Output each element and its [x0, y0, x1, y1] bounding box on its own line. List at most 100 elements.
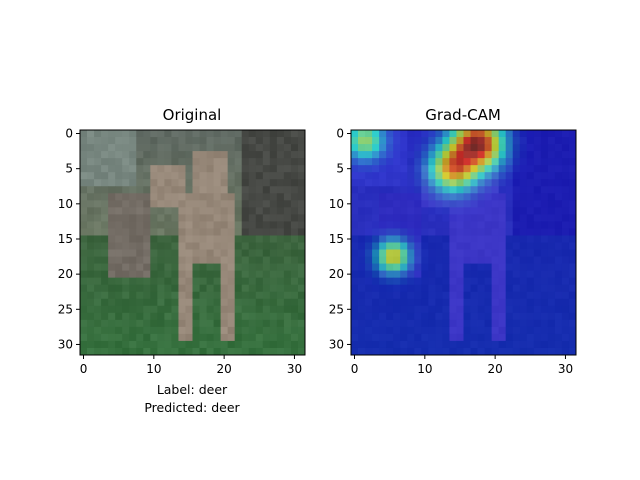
gradcam-pixel — [400, 319, 408, 328]
gradcam-pixel — [498, 151, 507, 159]
original-title: Original — [163, 106, 222, 124]
gradcam-pixel — [379, 347, 387, 356]
gradcam-pixel — [512, 221, 521, 229]
original-pixel — [199, 347, 207, 356]
gradcam-pixel — [554, 340, 563, 349]
original-pixel — [122, 298, 130, 307]
gradcam-pixel — [568, 347, 577, 356]
original-pixel — [150, 312, 158, 321]
original-pixel — [199, 256, 207, 264]
gradcam-pixel — [512, 326, 521, 335]
original-pixel — [269, 242, 278, 250]
original-pixel — [227, 221, 236, 229]
original-pixel — [192, 326, 200, 335]
gradcam-pixel — [393, 326, 401, 335]
original-xtick-label: 0 — [80, 362, 88, 376]
gradcam-pixel — [463, 193, 471, 201]
gradcam-pixel — [547, 186, 556, 194]
original-pixel — [136, 284, 144, 293]
original-pixel — [248, 130, 257, 138]
original-pixel — [248, 137, 257, 145]
gradcam-pixel — [407, 165, 415, 173]
original-pixel — [213, 256, 222, 264]
original-pixel — [248, 172, 257, 180]
gradcam-pixel — [470, 144, 478, 152]
gradcam-pixel — [407, 270, 415, 279]
gradcam-pixel — [540, 263, 549, 272]
gradcam-pixel — [407, 340, 415, 349]
original-pixel — [269, 235, 278, 243]
gradcam-ytick-label: 20 — [329, 267, 344, 281]
gradcam-pixel — [400, 277, 408, 286]
gradcam-pixel — [526, 340, 535, 349]
gradcam-pixel — [442, 151, 450, 159]
original-pixel — [122, 137, 130, 145]
gradcam-pixel — [477, 158, 485, 166]
gradcam-pixel — [435, 326, 443, 335]
gradcam-pixel — [561, 284, 570, 293]
original-pixel — [94, 235, 102, 243]
gradcam-pixel — [386, 256, 394, 264]
original-pixel — [101, 193, 109, 201]
original-pixel — [101, 305, 109, 314]
original-pixel — [248, 319, 257, 328]
original-pixel — [283, 158, 292, 166]
gradcam-pixel — [526, 172, 535, 180]
gradcam-pixel — [414, 347, 422, 356]
gradcam-pixel — [505, 291, 514, 300]
original-pixel — [248, 179, 257, 187]
original-pixel — [80, 200, 88, 208]
original-pixel — [262, 179, 271, 187]
gradcam-pixel — [477, 340, 485, 349]
gradcam-pixel — [547, 326, 556, 335]
original-pixel — [269, 137, 278, 145]
original-pixel — [255, 305, 264, 314]
original-pixel — [290, 200, 299, 208]
original-pixel — [234, 263, 243, 272]
gradcam-pixel — [449, 158, 457, 166]
gradcam-pixel — [491, 256, 500, 264]
original-pixel — [262, 165, 271, 173]
gradcam-pixel — [547, 137, 556, 145]
gradcam-pixel — [512, 319, 521, 328]
original-pixel — [213, 319, 222, 328]
original-pixel — [248, 207, 257, 215]
original-pixel — [262, 221, 271, 229]
original-pixel — [206, 340, 214, 349]
original-pixel — [227, 305, 236, 314]
gradcam-pixel — [393, 312, 401, 321]
gradcam-pixel — [477, 137, 485, 145]
gradcam-pixel — [554, 284, 563, 293]
original-pixel — [269, 263, 278, 272]
original-pixel — [178, 319, 186, 328]
gradcam-pixel — [449, 137, 457, 145]
original-pixel — [178, 291, 186, 300]
original-pixel — [276, 312, 285, 321]
gradcam-pixel — [421, 242, 429, 250]
gradcam-pixel — [435, 340, 443, 349]
gradcam-pixel — [449, 172, 457, 180]
gradcam-pixel — [400, 158, 408, 166]
original-pixel — [220, 291, 229, 300]
original-pixel — [283, 221, 292, 229]
gradcam-pixel — [547, 291, 556, 300]
original-pixel — [283, 263, 292, 272]
original-pixel — [206, 172, 214, 180]
gradcam-pixel — [484, 137, 493, 145]
original-pixel — [115, 326, 123, 335]
original-pixel — [157, 270, 165, 279]
original-pixel — [136, 221, 144, 229]
original-pixel — [101, 200, 109, 208]
original-pixel — [87, 326, 95, 335]
gradcam-pixel — [533, 235, 542, 243]
original-pixel — [227, 158, 236, 166]
original-pixel — [199, 235, 207, 243]
gradcam-pixel — [351, 151, 359, 159]
gradcam-pixel — [351, 340, 359, 349]
original-pixel — [101, 291, 109, 300]
gradcam-pixel — [358, 186, 366, 194]
gradcam-pixel — [526, 207, 535, 215]
gradcam-pixel — [526, 158, 535, 166]
original-pixel — [276, 151, 285, 159]
original-pixel — [108, 172, 116, 180]
